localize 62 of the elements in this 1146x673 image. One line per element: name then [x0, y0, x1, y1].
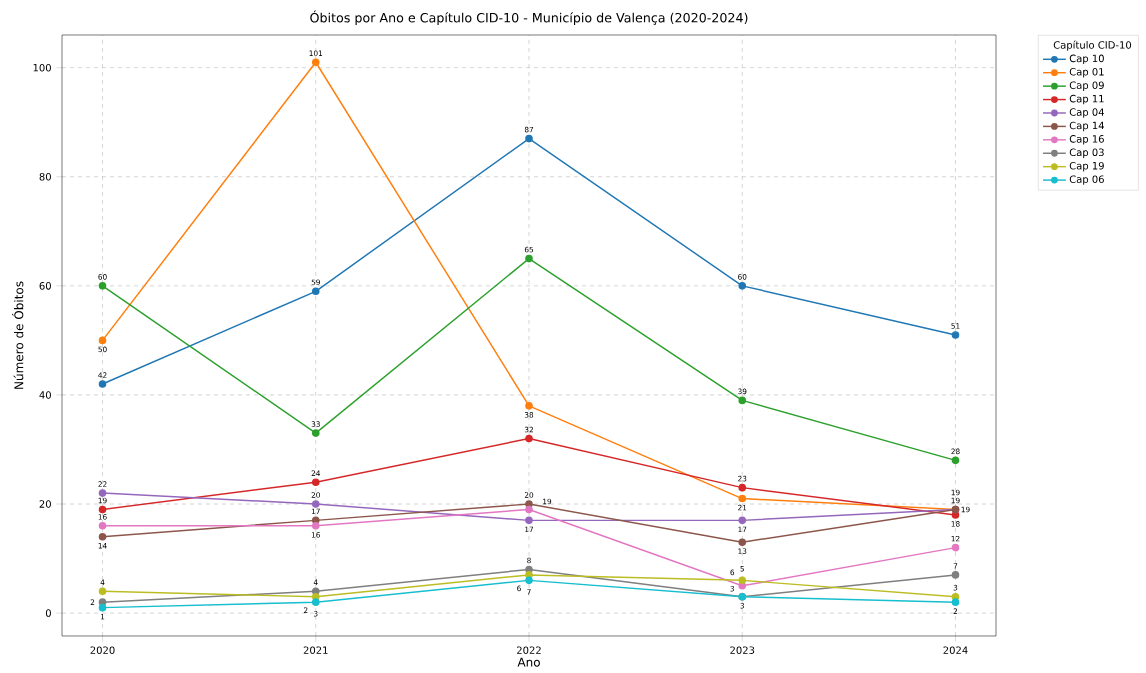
point [525, 505, 533, 514]
point [525, 134, 533, 143]
point [738, 494, 747, 503]
legend-label: Cap 03 [1069, 148, 1104, 159]
point [311, 58, 320, 67]
point [98, 522, 107, 530]
y-tick-label: 100 [33, 63, 51, 72]
x-tick-label: 2023 [730, 646, 755, 654]
point [98, 505, 107, 514]
y-tick-label: 60 [39, 282, 51, 290]
y-tick-label: 0 [45, 609, 51, 617]
point [525, 402, 533, 410]
point [951, 598, 960, 606]
point [525, 434, 533, 443]
point [311, 598, 320, 606]
point [525, 500, 533, 508]
point [951, 456, 960, 465]
point [98, 380, 107, 388]
point [98, 336, 107, 345]
point [951, 571, 960, 579]
point [738, 282, 747, 290]
x-axis-title: Ano [517, 657, 540, 667]
point [738, 516, 747, 525]
point [98, 489, 107, 497]
point [98, 603, 107, 612]
legend-label: Cap 16 [1069, 135, 1104, 145]
legend-label: Cap 04 [1069, 108, 1104, 118]
point [738, 396, 747, 405]
x-tick-label: 2021 [303, 646, 328, 654]
legend-label: Cap 11 [1069, 94, 1104, 105]
point [98, 587, 107, 596]
point [525, 571, 533, 579]
x-tick-label: 2022 [517, 646, 541, 654]
point [98, 532, 107, 541]
x-tick-label: 2024 [943, 646, 968, 654]
y-tick-label: 80 [39, 173, 51, 181]
point [525, 516, 533, 525]
chart-title: Óbitos por Ano e Capítulo CID-10 - Município de Valença (2020-2024) [310, 10, 748, 25]
point [738, 576, 747, 585]
x-tick-label: 2020 [90, 646, 115, 654]
point [738, 483, 747, 492]
y-tick-label: 40 [39, 391, 51, 399]
legend-label: Cap 14 [1069, 121, 1104, 132]
legend-label: Cap 06 [1069, 175, 1104, 185]
legend-label: Cap 10 [1069, 54, 1104, 65]
point [951, 543, 960, 552]
legend-title: Capítulo CID-10 [1053, 40, 1132, 51]
point [311, 429, 320, 437]
point [311, 478, 320, 486]
y-axis-title: Número de Óbitos [12, 281, 24, 389]
point [311, 522, 320, 530]
point [311, 500, 320, 508]
point [738, 538, 747, 546]
point [311, 287, 320, 296]
point [525, 254, 533, 263]
point [525, 576, 533, 585]
legend-label: Cap 01 [1069, 68, 1104, 78]
legend-label: Cap 19 [1069, 161, 1104, 172]
y-tick-label: 20 [39, 500, 51, 508]
legend-label: Cap 09 [1069, 81, 1104, 91]
point [98, 282, 107, 290]
point [951, 331, 960, 339]
